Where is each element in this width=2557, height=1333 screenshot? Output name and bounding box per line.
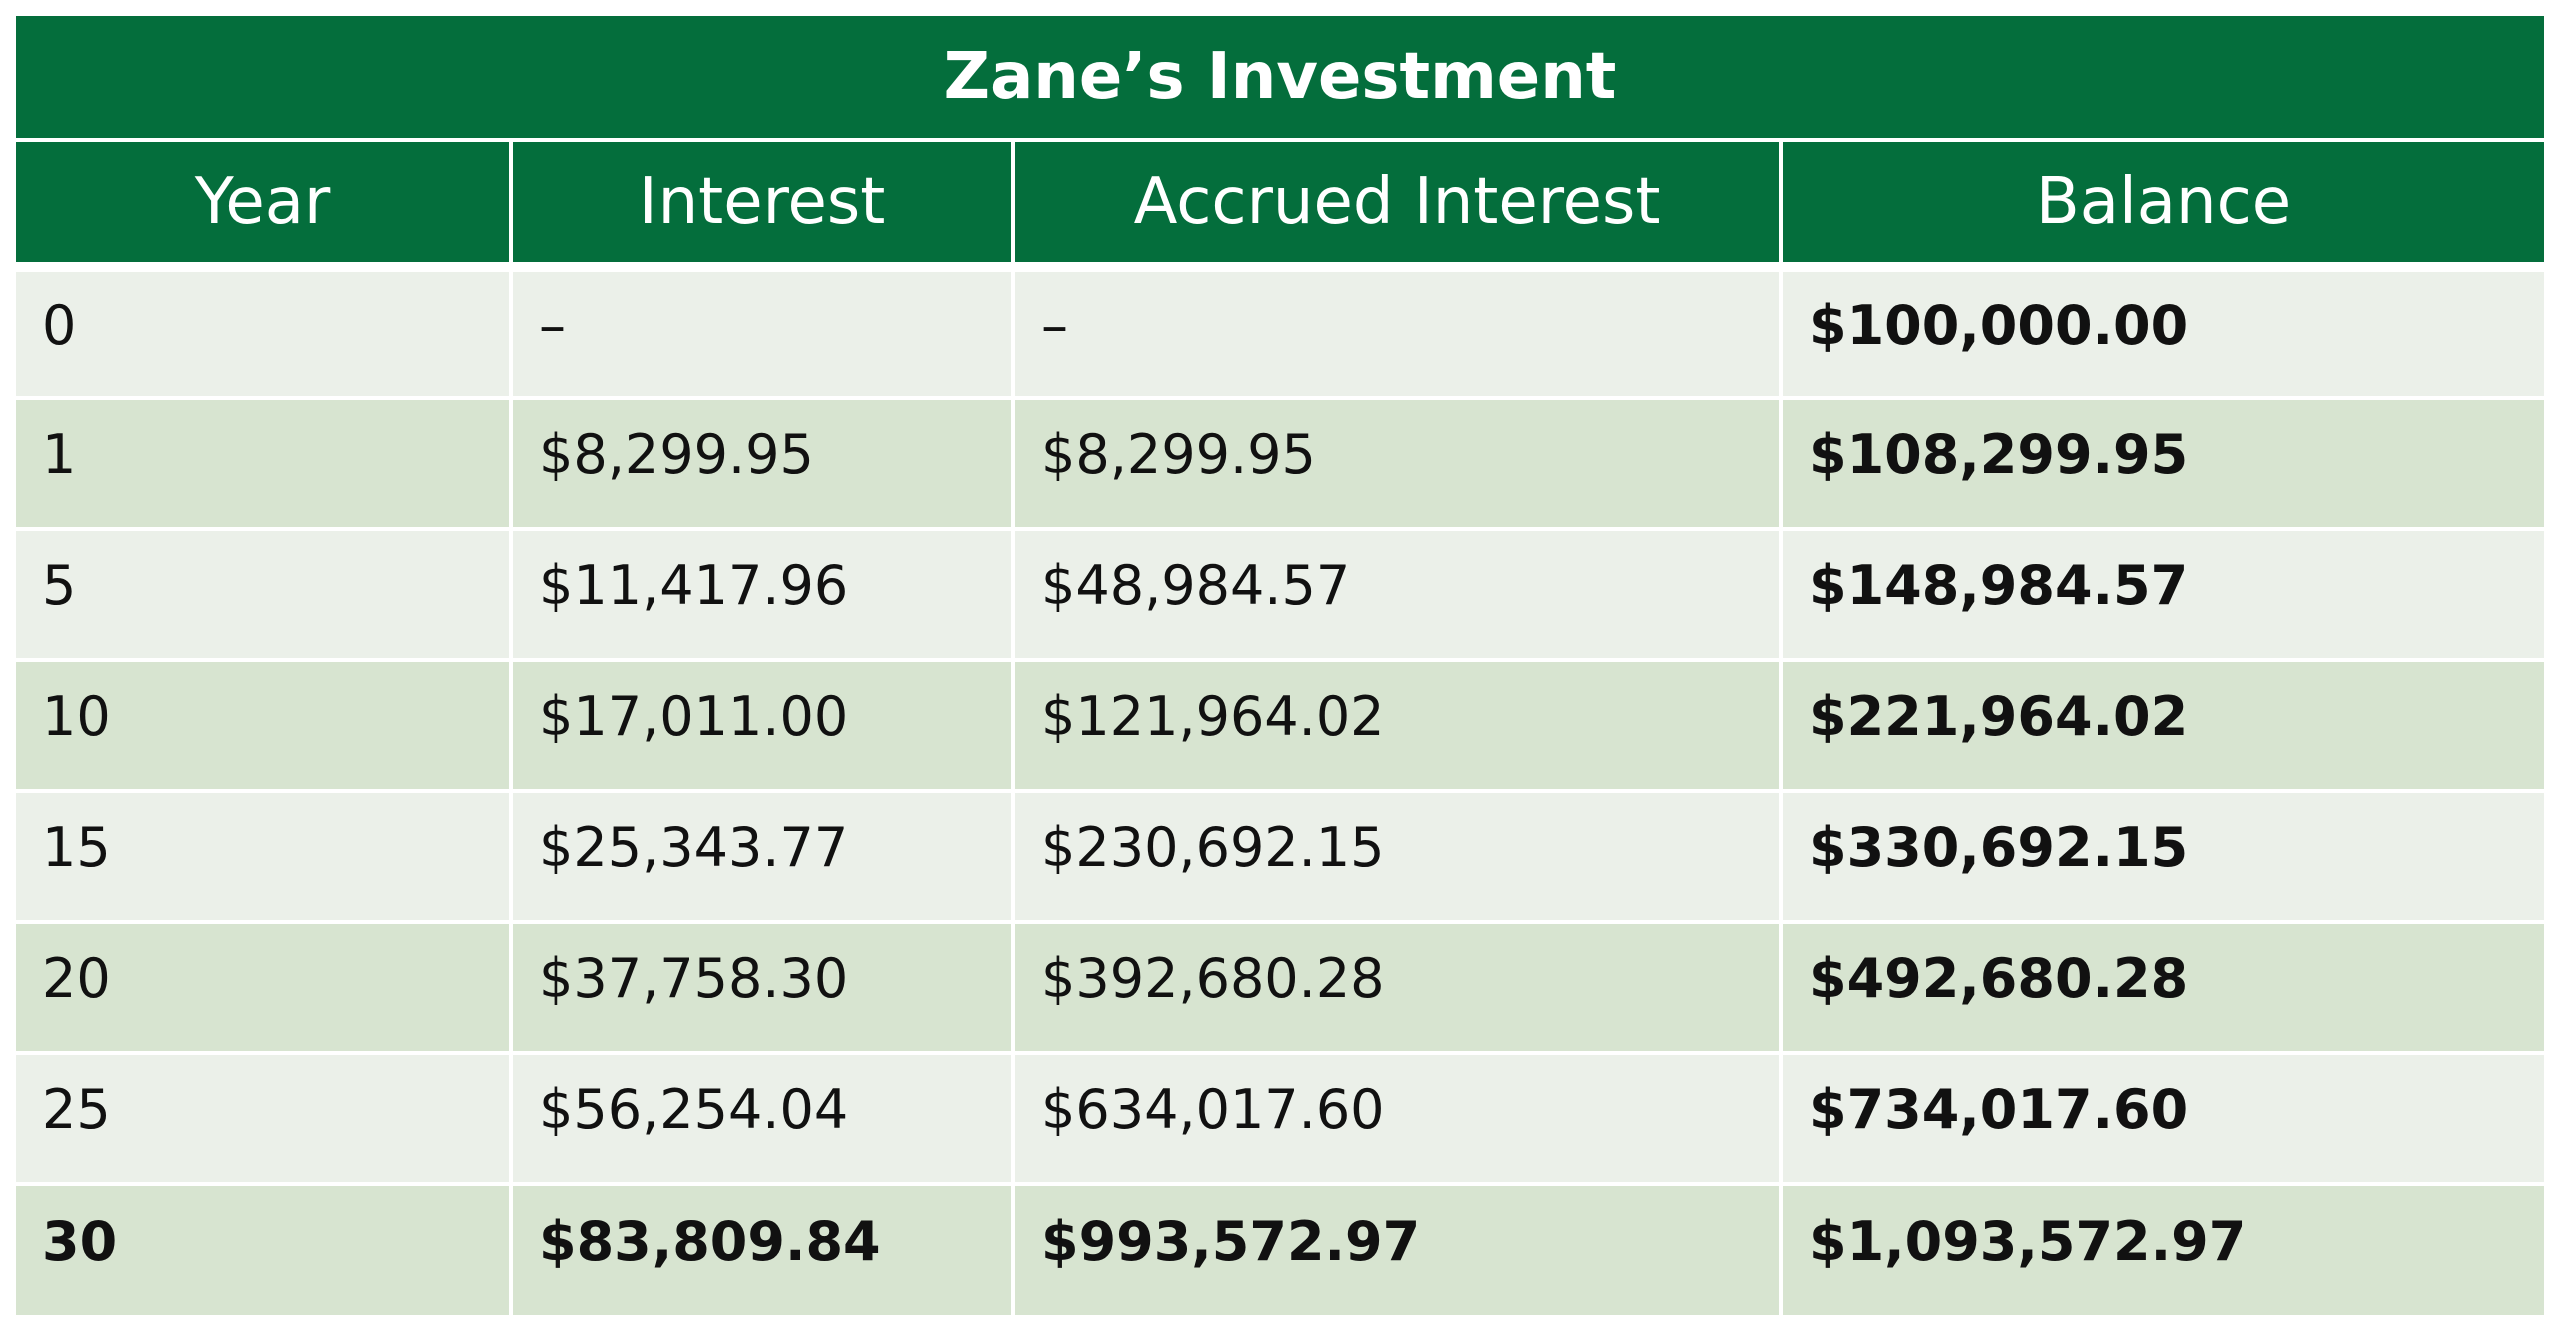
table-row: 10 $17,011.00 $121,964.02 $221,964.02	[16, 658, 2544, 791]
investment-table: Zane’s Investment Year Interest Accrued …	[16, 16, 2544, 1315]
accrued-interest-cell: $8,299.95	[1011, 396, 1781, 529]
balance-cell: $148,984.57	[1779, 527, 2544, 660]
balance-cell: $734,017.60	[1779, 1051, 2544, 1184]
table-row: 1 $8,299.95 $8,299.95 $108,299.95	[16, 396, 2544, 529]
table-row: 0 – – $100,000.00	[16, 262, 2544, 398]
table-header-row: Year Interest Accrued Interest Balance	[16, 140, 2544, 267]
table-title: Zane’s Investment	[16, 16, 2544, 142]
table-title-row: Zane’s Investment	[16, 16, 2544, 142]
balance-cell: $1,093,572.97	[1779, 1182, 2544, 1315]
accrued-interest-cell: $121,964.02	[1011, 658, 1781, 791]
balance-cell: $108,299.95	[1779, 396, 2544, 529]
interest-cell: $8,299.95	[509, 396, 1013, 529]
column-header-accrued-interest: Accrued Interest	[1011, 140, 1781, 267]
balance-cell: $492,680.28	[1779, 920, 2544, 1053]
table-row: 5 $11,417.96 $48,984.57 $148,984.57	[16, 527, 2544, 660]
interest-cell: –	[509, 262, 1013, 398]
accrued-interest-cell: $993,572.97	[1011, 1182, 1781, 1315]
table-row: 20 $37,758.30 $392,680.28 $492,680.28	[16, 920, 2544, 1053]
table-row: 25 $56,254.04 $634,017.60 $734,017.60	[16, 1051, 2544, 1184]
year-cell: 0	[16, 262, 511, 398]
interest-cell: $56,254.04	[509, 1051, 1013, 1184]
interest-cell: $25,343.77	[509, 789, 1013, 922]
accrued-interest-cell: $634,017.60	[1011, 1051, 1781, 1184]
table-row: 15 $25,343.77 $230,692.15 $330,692.15	[16, 789, 2544, 922]
investment-table-container: Zane’s Investment Year Interest Accrued …	[16, 16, 2544, 1315]
column-header-interest: Interest	[509, 140, 1013, 267]
column-header-balance: Balance	[1779, 140, 2544, 267]
accrued-interest-cell: $392,680.28	[1011, 920, 1781, 1053]
accrued-interest-cell: $48,984.57	[1011, 527, 1781, 660]
accrued-interest-cell: $230,692.15	[1011, 789, 1781, 922]
balance-cell: $100,000.00	[1779, 262, 2544, 398]
interest-cell: $83,809.84	[509, 1182, 1013, 1315]
balance-cell: $330,692.15	[1779, 789, 2544, 922]
interest-cell: $37,758.30	[509, 920, 1013, 1053]
column-header-year: Year	[16, 140, 511, 267]
year-cell: 5	[16, 527, 511, 660]
year-cell: 20	[16, 920, 511, 1053]
year-cell: 1	[16, 396, 511, 529]
balance-cell: $221,964.02	[1779, 658, 2544, 791]
table-row-total: 30 $83,809.84 $993,572.97 $1,093,572.97	[16, 1182, 2544, 1315]
interest-cell: $11,417.96	[509, 527, 1013, 660]
interest-cell: $17,011.00	[509, 658, 1013, 791]
year-cell: 30	[16, 1182, 511, 1315]
year-cell: 25	[16, 1051, 511, 1184]
year-cell: 10	[16, 658, 511, 791]
accrued-interest-cell: –	[1011, 262, 1781, 398]
year-cell: 15	[16, 789, 511, 922]
